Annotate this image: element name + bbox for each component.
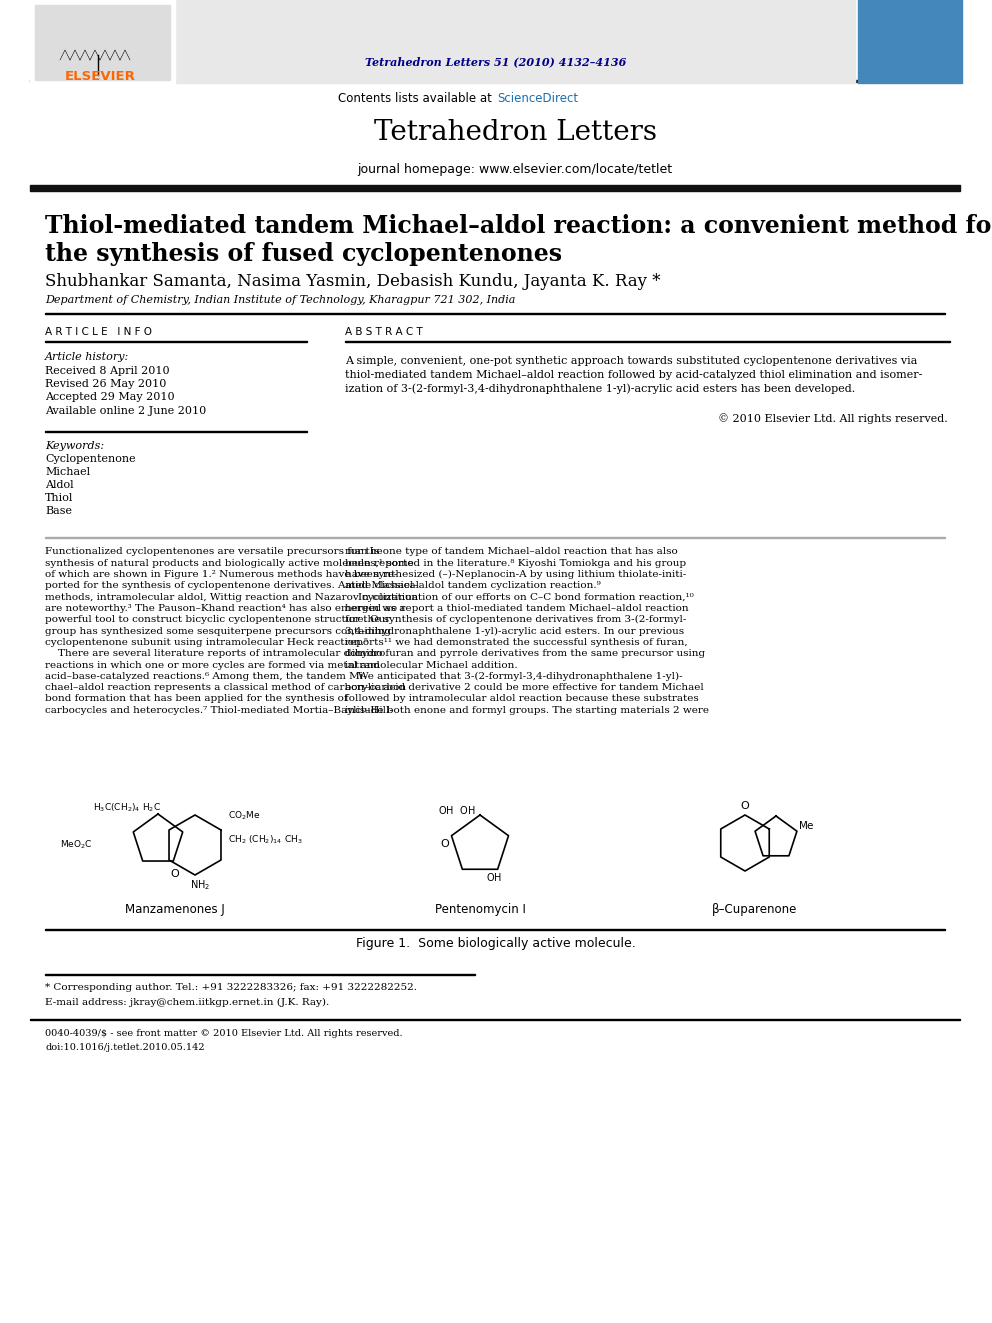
Text: Accepted 29 May 2010: Accepted 29 May 2010 bbox=[45, 393, 175, 402]
Text: man is one type of tandem Michael–aldol reaction that has also: man is one type of tandem Michael–aldol … bbox=[345, 548, 678, 557]
Text: Thiol-mediated tandem Michael–aldol reaction: a convenient method for: Thiol-mediated tandem Michael–aldol reac… bbox=[45, 214, 992, 238]
Text: $\mathsf{OH}$: $\mathsf{OH}$ bbox=[486, 871, 502, 882]
Text: the synthesis of fused cyclopentenones: the synthesis of fused cyclopentenones bbox=[45, 242, 562, 266]
Bar bbox=[30, 185, 960, 191]
Text: In continuation of our efforts on C–C bond formation reaction,¹⁰: In continuation of our efforts on C–C bo… bbox=[345, 593, 693, 602]
Bar bbox=[30, 79, 960, 82]
Text: Revised 26 May 2010: Revised 26 May 2010 bbox=[45, 378, 167, 389]
Text: Available online 2 June 2010: Available online 2 June 2010 bbox=[45, 406, 206, 415]
Text: are noteworthy.³ The Pauson–Khand reaction⁴ has also emerged as a: are noteworthy.³ The Pauson–Khand reacti… bbox=[45, 605, 406, 613]
Text: A R T I C L E   I N F O: A R T I C L E I N F O bbox=[45, 327, 152, 337]
Text: chael–aldol reaction represents a classical method of carbon–carbon: chael–aldol reaction represents a classi… bbox=[45, 683, 406, 692]
Text: herein we report a thiol-mediated tandem Michael–aldol reaction: herein we report a thiol-mediated tandem… bbox=[345, 605, 688, 613]
Text: Michael: Michael bbox=[45, 467, 90, 478]
Text: Pentenomycin I: Pentenomycin I bbox=[434, 904, 526, 917]
Text: $\mathsf{O}$: $\mathsf{O}$ bbox=[170, 867, 181, 878]
Text: Tetrahedron Letters 51 (2010) 4132–4136: Tetrahedron Letters 51 (2010) 4132–4136 bbox=[365, 57, 627, 67]
Text: include both enone and formyl groups. The starting materials 2 were: include both enone and formyl groups. Th… bbox=[345, 705, 709, 714]
Text: 0040-4039/$ - see front matter © 2010 Elsevier Ltd. All rights reserved.: 0040-4039/$ - see front matter © 2010 El… bbox=[45, 1028, 403, 1037]
Text: ported for the synthesis of cyclopentenone derivatives. Amide classical: ported for the synthesis of cyclopenteno… bbox=[45, 581, 419, 590]
Text: A simple, convenient, one-pot synthetic approach towards substituted cyclopenten: A simple, convenient, one-pot synthetic … bbox=[345, 356, 923, 394]
Text: have synthesized (–)-Neplanocin-A by using lithium thiolate-initi-: have synthesized (–)-Neplanocin-A by usi… bbox=[345, 570, 686, 579]
Text: for the synthesis of cyclopentenone derivatives from 3-(2-formyl-: for the synthesis of cyclopentenone deri… bbox=[345, 615, 686, 624]
Text: Thiol: Thiol bbox=[45, 493, 73, 503]
Text: journal homepage: www.elsevier.com/locate/tetlet: journal homepage: www.elsevier.com/locat… bbox=[357, 164, 673, 176]
Text: $\mathsf{H_3C(CH_2)_4\ H_2C}$: $\mathsf{H_3C(CH_2)_4\ H_2C}$ bbox=[93, 802, 161, 814]
Text: A B S T R A C T: A B S T R A C T bbox=[345, 327, 423, 337]
Text: There are several literature reports of intramolecular domino: There are several literature reports of … bbox=[45, 650, 383, 659]
Text: dihydrofuran and pyrrole derivatives from the same precursor using: dihydrofuran and pyrrole derivatives fro… bbox=[345, 650, 705, 659]
Text: Contents lists available at: Contents lists available at bbox=[338, 93, 496, 106]
Text: 3,4-dihydronaphthalene 1-yl)-acrylic acid esters. In our previous: 3,4-dihydronaphthalene 1-yl)-acrylic aci… bbox=[345, 627, 684, 635]
Text: been reported in the literature.⁸ Kiyoshi Tomiokga and his group: been reported in the literature.⁸ Kiyosh… bbox=[345, 558, 686, 568]
Bar bbox=[175, 0, 855, 83]
Text: doi:10.1016/j.tetlet.2010.05.142: doi:10.1016/j.tetlet.2010.05.142 bbox=[45, 1043, 204, 1052]
Text: Manzamenones J: Manzamenones J bbox=[125, 904, 225, 917]
Text: E-mail address: jkray@chem.iitkgp.ernet.in (J.K. Ray).: E-mail address: jkray@chem.iitkgp.ernet.… bbox=[45, 998, 329, 1007]
Text: synthesis of natural products and biologically active molecules,¹ some: synthesis of natural products and biolog… bbox=[45, 558, 414, 568]
Text: Cyclopentenone: Cyclopentenone bbox=[45, 454, 136, 464]
Text: ated Michael–aldol tandem cyclization reaction.⁹: ated Michael–aldol tandem cyclization re… bbox=[345, 581, 601, 590]
Text: $\mathsf{OH\ \ OH}$: $\mathsf{OH\ \ OH}$ bbox=[438, 804, 476, 816]
Text: β–Cuparenone: β–Cuparenone bbox=[712, 904, 798, 917]
Text: © 2010 Elsevier Ltd. All rights reserved.: © 2010 Elsevier Ltd. All rights reserved… bbox=[718, 414, 948, 425]
Text: Tetrahedron Letters: Tetrahedron Letters bbox=[374, 119, 657, 147]
Text: $\mathsf{NH_2}$: $\mathsf{NH_2}$ bbox=[189, 878, 210, 892]
Text: reports¹¹ we had demonstrated the successful synthesis of furan,: reports¹¹ we had demonstrated the succes… bbox=[345, 638, 687, 647]
Text: * Corresponding author. Tel.: +91 3222283326; fax: +91 3222282252.: * Corresponding author. Tel.: +91 322228… bbox=[45, 983, 417, 992]
Text: Shubhankar Samanta, Nasima Yasmin, Debasish Kundu, Jayanta K. Ray *: Shubhankar Samanta, Nasima Yasmin, Debas… bbox=[45, 273, 661, 290]
Text: Keywords:: Keywords: bbox=[45, 441, 104, 451]
Text: Department of Chemistry, Indian Institute of Technology, Kharagpur 721 302, Indi: Department of Chemistry, Indian Institut… bbox=[45, 295, 516, 306]
Text: acid–base-catalyzed reactions.⁶ Among them, the tandem Mi-: acid–base-catalyzed reactions.⁶ Among th… bbox=[45, 672, 366, 681]
Bar bbox=[858, 0, 962, 83]
Text: We anticipated that 3-(2-formyl-3,4-dihydronaphthalene 1-yl)-: We anticipated that 3-(2-formyl-3,4-dihy… bbox=[345, 672, 682, 681]
Text: carbocycles and heterocycles.⁷ Thiol-mediated Mortia–Baylis–Hill-: carbocycles and heterocycles.⁷ Thiol-med… bbox=[45, 705, 393, 714]
Text: intramolecular Michael addition.: intramolecular Michael addition. bbox=[345, 660, 518, 669]
Text: $\mathsf{Me}$: $\mathsf{Me}$ bbox=[798, 819, 814, 831]
Text: Functionalized cyclopentenones are versatile precursors for the: Functionalized cyclopentenones are versa… bbox=[45, 548, 383, 557]
Text: methods, intramolecular aldol, Wittig reaction and Nazarov cyclization: methods, intramolecular aldol, Wittig re… bbox=[45, 593, 418, 602]
Text: acrylic acid derivative 2 could be more effective for tandem Michael: acrylic acid derivative 2 could be more … bbox=[345, 683, 703, 692]
Text: $\mathsf{CO_2Me}$: $\mathsf{CO_2Me}$ bbox=[228, 810, 261, 823]
Text: Aldol: Aldol bbox=[45, 480, 73, 490]
Text: powerful tool to construct bicyclic cyclopentenone structure. Our: powerful tool to construct bicyclic cycl… bbox=[45, 615, 390, 624]
Text: Base: Base bbox=[45, 505, 72, 516]
Text: Tetrahedron
Letters: Tetrahedron Letters bbox=[880, 93, 940, 112]
Bar bbox=[35, 5, 170, 79]
Text: $\mathsf{MeO_2C}$: $\mathsf{MeO_2C}$ bbox=[60, 839, 92, 851]
Text: $\mathsf{CH_2\ (CH_2)_{14}\ CH_3}$: $\mathsf{CH_2\ (CH_2)_{14}\ CH_3}$ bbox=[228, 833, 303, 847]
Text: reactions in which one or more cycles are formed via metal and: reactions in which one or more cycles ar… bbox=[45, 660, 380, 669]
Bar bbox=[30, 0, 175, 83]
Text: of which are shown in Figure 1.² Numerous methods have been re-: of which are shown in Figure 1.² Numerou… bbox=[45, 570, 398, 579]
Text: bond formation that has been applied for the synthesis of: bond formation that has been applied for… bbox=[45, 695, 347, 704]
Text: ScienceDirect: ScienceDirect bbox=[497, 93, 578, 106]
Text: Figure 1.  Some biologically active molecule.: Figure 1. Some biologically active molec… bbox=[356, 937, 636, 950]
Text: ELSEVIER: ELSEVIER bbox=[64, 70, 136, 82]
Text: cyclopentenone subunit using intramolecular Heck reaction.⁵: cyclopentenone subunit using intramolecu… bbox=[45, 638, 368, 647]
Text: Received 8 April 2010: Received 8 April 2010 bbox=[45, 365, 170, 376]
Text: group has synthesized some sesquiterpene precursors containing: group has synthesized some sesquiterpene… bbox=[45, 627, 391, 635]
Text: followed by intramolecular aldol reaction because these substrates: followed by intramolecular aldol reactio… bbox=[345, 695, 698, 704]
Text: $\mathsf{O}$: $\mathsf{O}$ bbox=[740, 799, 750, 811]
Text: $\mathsf{O}$: $\mathsf{O}$ bbox=[439, 837, 450, 849]
Text: Article history:: Article history: bbox=[45, 352, 129, 363]
